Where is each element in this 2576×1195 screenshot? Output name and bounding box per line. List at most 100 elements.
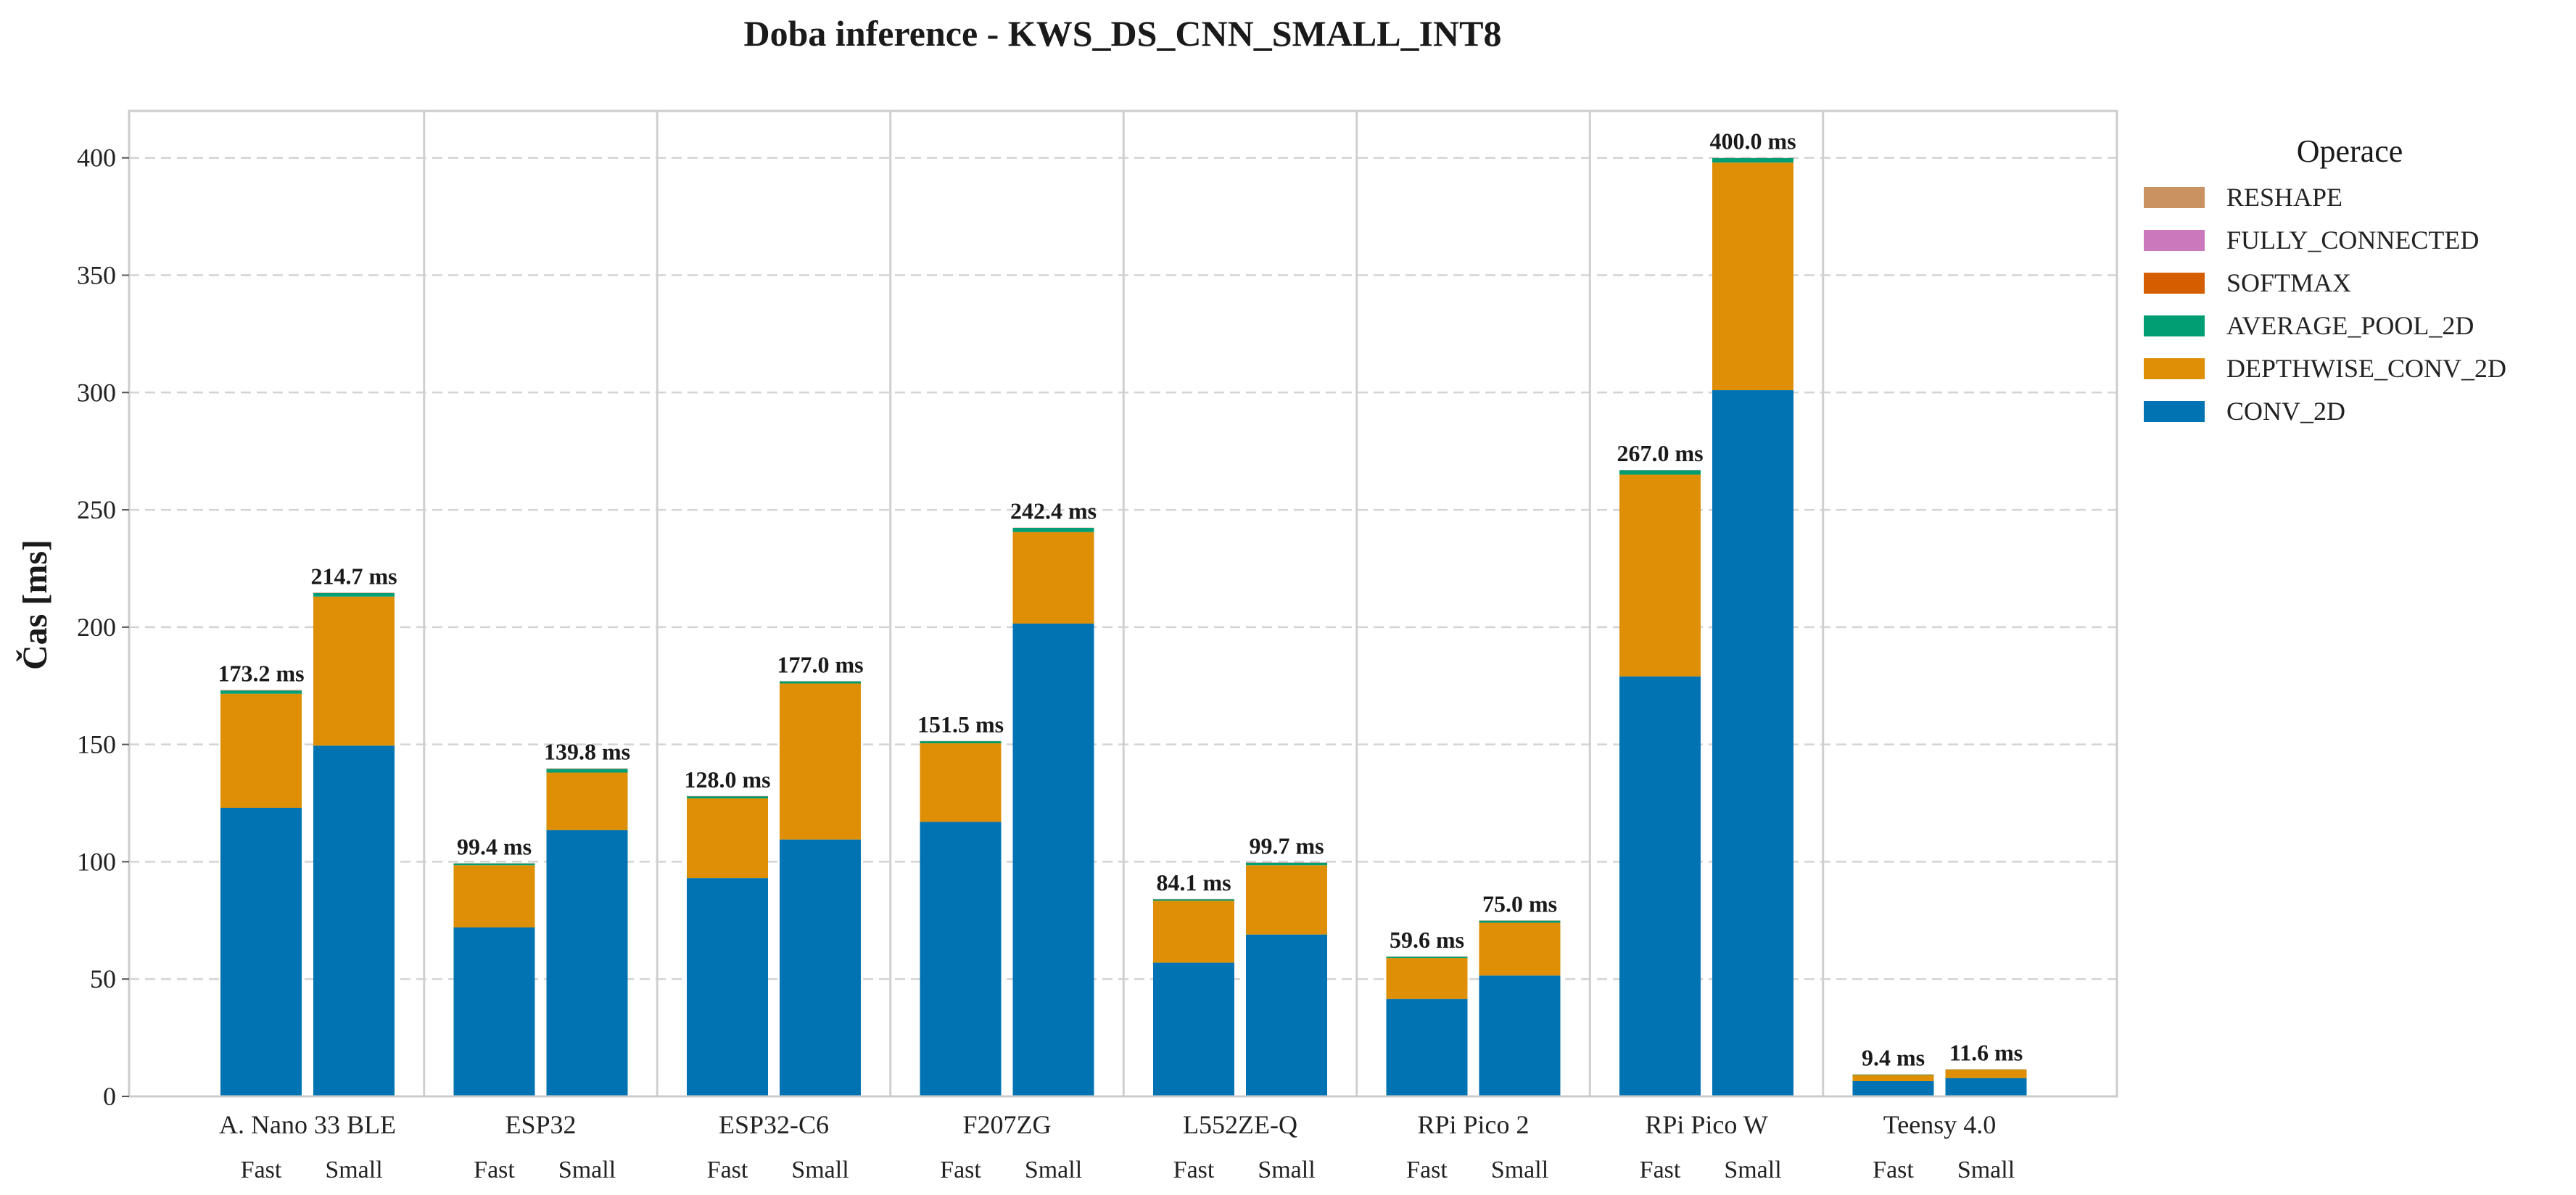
bar-segment-conv-2d [920, 822, 1002, 1096]
bar-segment-conv-2d [1479, 975, 1561, 1096]
bar-segment-average-pool-2d [1712, 158, 1793, 163]
bar-segment-conv-2d [313, 745, 395, 1096]
bar-segment-conv-2d [1386, 998, 1468, 1096]
bar-segment-conv-2d [687, 878, 768, 1096]
total-value-label: 59.6 ms [1390, 927, 1464, 953]
bar-segment-conv-2d [1852, 1080, 1934, 1096]
bar-segment-depthwise-conv-2d [920, 743, 1002, 822]
bar-segment-conv-2d [220, 808, 302, 1096]
legend-label-conv-2d: CONV_2D [2226, 397, 2345, 426]
x-group-label: ESP32-C6 [719, 1110, 829, 1139]
legend: Operace RESHAPE FULLY_CONNECTED SOFTMAX AVE… [2144, 133, 2506, 426]
bar-segment-average-pool-2d [220, 690, 302, 694]
bar-segment-average-pool-2d [1479, 920, 1561, 923]
total-value-label: 173.2 ms [218, 661, 304, 687]
y-tick-label: 150 [77, 730, 116, 759]
bar-segment-conv-2d [1153, 962, 1234, 1096]
legend-swatch-average-pool-2d [2144, 315, 2205, 336]
bar-segment-depthwise-conv-2d [1479, 922, 1561, 976]
bars [220, 157, 2027, 1096]
x-variant-label: Small [558, 1157, 616, 1183]
legend-swatch-conv-2d [2144, 401, 2205, 422]
legend-label-reshape: RESHAPE [2226, 183, 2342, 212]
bar-segment-depthwise-conv-2d [1246, 865, 1327, 935]
bar-segment-conv-2d [453, 927, 535, 1096]
bar-segment-average-pool-2d [1386, 956, 1468, 959]
x-variant-label: Small [1724, 1157, 1781, 1183]
y-tick-label: 100 [77, 847, 116, 876]
x-variant-label: Small [791, 1157, 849, 1183]
bar-segment-average-pool-2d [453, 863, 535, 866]
bar-segment-depthwise-conv-2d [1712, 162, 1793, 391]
y-tick-label: 400 [77, 144, 116, 173]
total-value-label: 9.4 ms [1862, 1045, 1925, 1071]
x-variant-label: Fast [1640, 1157, 1681, 1183]
bar-segment-average-pool-2d [687, 796, 768, 799]
bar-segment-conv-2d [780, 839, 861, 1096]
x-variant-label: Fast [940, 1157, 981, 1183]
bar-segment-average-pool-2d [1619, 470, 1701, 475]
bar-segment-average-pool-2d [920, 741, 1002, 744]
bar-segment-conv-2d [1246, 934, 1327, 1096]
bar-segment-depthwise-conv-2d [1619, 474, 1701, 677]
total-value-label: 151.5 ms [917, 711, 1004, 737]
x-variant-label: Fast [1406, 1157, 1448, 1183]
y-tick-label: 350 [77, 261, 116, 290]
total-value-label: 84.1 ms [1156, 869, 1231, 896]
x-variant-label: Small [1258, 1157, 1315, 1183]
bar-segment-average-pool-2d [1153, 899, 1234, 901]
x-group-label: L552ZE-Q [1183, 1110, 1297, 1139]
x-group-label: RPi Pico 2 [1417, 1110, 1529, 1139]
legend-swatch-softmax [2144, 273, 2205, 294]
y-tick-label: 0 [103, 1082, 116, 1111]
bar-segment-conv-2d [1945, 1078, 2027, 1096]
x-variant-label: Small [325, 1157, 382, 1183]
total-value-label: 177.0 ms [777, 651, 863, 677]
value-labels: 173.2 ms 214.7 ms 99.4 ms 139.8 ms 128.0 ms 1… [218, 128, 2023, 1071]
x-variant-label: Fast [241, 1157, 282, 1183]
legend-label-average-pool-2d: AVERAGE_POOL_2D [2226, 311, 2474, 340]
x-group-label: ESP32 [505, 1110, 576, 1139]
bar-segment-depthwise-conv-2d [1153, 901, 1234, 963]
bar-segment-average-pool-2d [780, 681, 861, 684]
bar-segment-conv-2d [546, 830, 628, 1096]
x-variant-label: Small [1025, 1157, 1082, 1183]
y-tick-label: 50 [90, 964, 116, 993]
bar-segment-depthwise-conv-2d [220, 693, 302, 809]
bar-segment-conv-2d [1712, 390, 1793, 1096]
bar-segment-conv-2d [1012, 624, 1094, 1096]
y-tick-label: 300 [77, 378, 116, 407]
bar-segment-average-pool-2d [1246, 862, 1327, 866]
bar-segment-depthwise-conv-2d [1012, 532, 1094, 624]
bar-segment-depthwise-conv-2d [1945, 1070, 2027, 1078]
y-tick-label: 200 [77, 613, 116, 642]
legend-swatch-depthwise-conv-2d [2144, 358, 2205, 379]
total-value-label: 242.4 ms [1010, 498, 1097, 524]
bar-segment-average-pool-2d [1012, 527, 1094, 532]
bar-segment-depthwise-conv-2d [1852, 1075, 1934, 1081]
x-group-label: A. Nano 33 BLE [219, 1110, 396, 1139]
x-variant-label: Fast [1873, 1157, 1914, 1183]
bar-segment-depthwise-conv-2d [687, 798, 768, 879]
bar-segment-depthwise-conv-2d [546, 772, 628, 830]
legend-label-softmax: SOFTMAX [2226, 268, 2351, 297]
x-group-label: Teensy 4.0 [1883, 1110, 1996, 1139]
plot-frame [128, 109, 2118, 1098]
bar-segment-depthwise-conv-2d [453, 865, 535, 928]
total-value-label: 128.0 ms [684, 766, 770, 793]
bar-segment-depthwise-conv-2d [313, 596, 395, 746]
legend-label-fully-connected: FULLY_CONNECTED [2226, 226, 2479, 255]
chart-title: Doba inference - KWS_DS_CNN_SMALL_INT8 [744, 13, 1502, 54]
x-group-label: F207ZG [962, 1110, 1051, 1139]
total-value-label: 99.4 ms [457, 833, 532, 859]
legend-swatch-fully-connected [2144, 230, 2205, 251]
bar-segment-conv-2d [1619, 676, 1701, 1096]
bar-segment-average-pool-2d [313, 592, 395, 597]
x-variant-label: Fast [707, 1157, 748, 1183]
x-variant-label: Small [1491, 1157, 1548, 1183]
bar-segment-depthwise-conv-2d [780, 683, 861, 840]
total-value-label: 139.8 ms [544, 739, 630, 765]
total-value-label: 99.7 ms [1249, 832, 1324, 859]
total-value-label: 75.0 ms [1482, 890, 1557, 917]
